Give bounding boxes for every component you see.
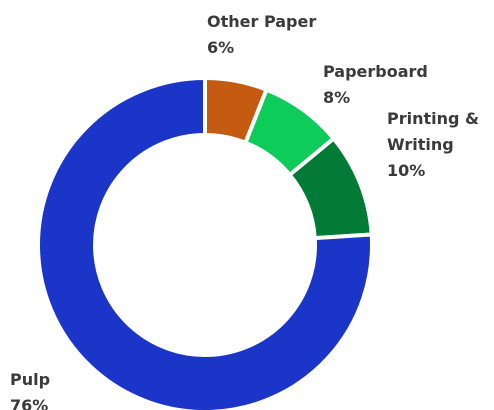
- category: Other Paper: [207, 12, 317, 31]
- percent: 6%: [207, 38, 235, 57]
- category: Paperboard: [323, 62, 428, 81]
- percent: 10%: [387, 161, 426, 180]
- percent: 8%: [323, 88, 351, 107]
- slice-label: Printing & Writing 10%: [387, 106, 491, 184]
- percent: 76%: [10, 396, 49, 410]
- slice-label: Pulp 76%: [10, 367, 110, 410]
- category: Printing & Writing: [387, 109, 479, 154]
- slice-label: Paperboard 8%: [323, 59, 453, 111]
- category: Pulp: [10, 370, 51, 389]
- slice: [36, 75, 374, 410]
- slice-label: Other Paper 6%: [207, 9, 337, 61]
